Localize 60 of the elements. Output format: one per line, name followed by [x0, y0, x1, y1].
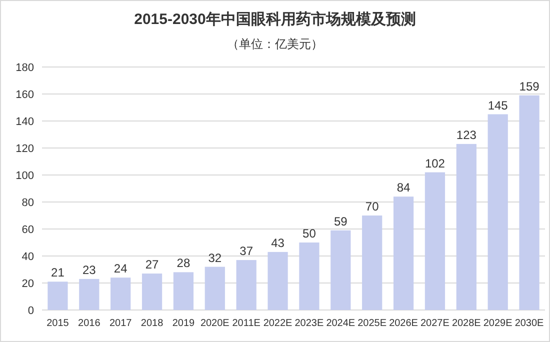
bar: [142, 274, 162, 310]
data-label: 27: [145, 258, 160, 272]
bar: [456, 144, 476, 310]
x-tick-label: 2020E: [200, 318, 230, 329]
bar: [268, 252, 288, 310]
y-tick-label: 0: [28, 305, 34, 317]
data-label: 43: [271, 236, 285, 250]
data-label: 159: [519, 79, 540, 94]
data-label: 24: [114, 262, 128, 276]
y-tick-label: 140: [16, 116, 34, 128]
data-label: 23: [82, 262, 96, 277]
chart-subtitle: （单位：亿美元）: [227, 37, 323, 51]
data-label: 102: [424, 156, 446, 170]
bar: [110, 278, 131, 310]
y-tick-label: 120: [16, 143, 34, 155]
x-tick-label: 2024E: [326, 318, 356, 329]
y-tick-label: 40: [22, 251, 34, 263]
x-tick-label: 2011E: [232, 318, 261, 329]
data-label: 145: [488, 98, 508, 112]
y-tick-label: 180: [16, 62, 34, 74]
x-tick-label: 2022E: [263, 318, 293, 329]
chart-title: 2015-2030年中国眼科用药市场规模及预测: [134, 10, 416, 28]
x-tick-label: 2019: [172, 318, 196, 329]
x-tick-label: 2027E: [420, 318, 450, 329]
data-label: 28: [176, 256, 190, 270]
x-tick-label: 2018: [140, 318, 164, 329]
x-tick-label: 2016: [78, 318, 101, 329]
data-label: 37: [240, 244, 254, 258]
bar: [236, 260, 256, 310]
bar: [424, 172, 446, 310]
x-tick-label: 2029E: [483, 318, 513, 329]
x-tick-label: 2030E: [514, 318, 544, 329]
x-tick-label: 2026E: [389, 318, 418, 329]
bar: [173, 272, 194, 310]
data-label: 50: [302, 226, 316, 240]
data-label: 32: [208, 250, 222, 265]
x-tick-label: 2023E: [294, 318, 324, 329]
x-tick-label: 2017: [109, 318, 132, 329]
bar: [488, 114, 508, 310]
y-tick-label: 160: [16, 89, 34, 101]
y-tick-label: 100: [16, 170, 34, 182]
bar: [79, 278, 100, 310]
data-label: 123: [456, 128, 477, 142]
bar: [519, 95, 540, 310]
x-tick-label: 2015: [46, 318, 70, 329]
bar: [330, 230, 351, 310]
bar: [204, 266, 225, 310]
data-label: 21: [51, 266, 65, 280]
y-tick-label: 80: [22, 197, 34, 209]
bar: [362, 216, 382, 310]
x-tick-label: 2028E: [452, 318, 482, 329]
data-label: 84: [396, 180, 411, 195]
bar: [393, 196, 414, 310]
y-tick-label: 60: [22, 224, 34, 236]
data-label: 59: [334, 214, 348, 228]
x-tick-label: 2025E: [358, 318, 387, 329]
y-tick-label: 20: [22, 278, 34, 290]
bar: [48, 282, 68, 310]
bar: [299, 242, 320, 310]
data-label: 70: [365, 200, 380, 214]
